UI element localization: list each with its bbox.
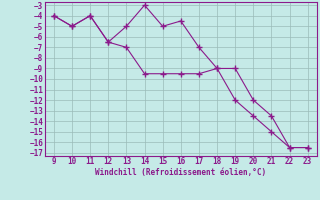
X-axis label: Windchill (Refroidissement éolien,°C): Windchill (Refroidissement éolien,°C)	[95, 168, 266, 177]
